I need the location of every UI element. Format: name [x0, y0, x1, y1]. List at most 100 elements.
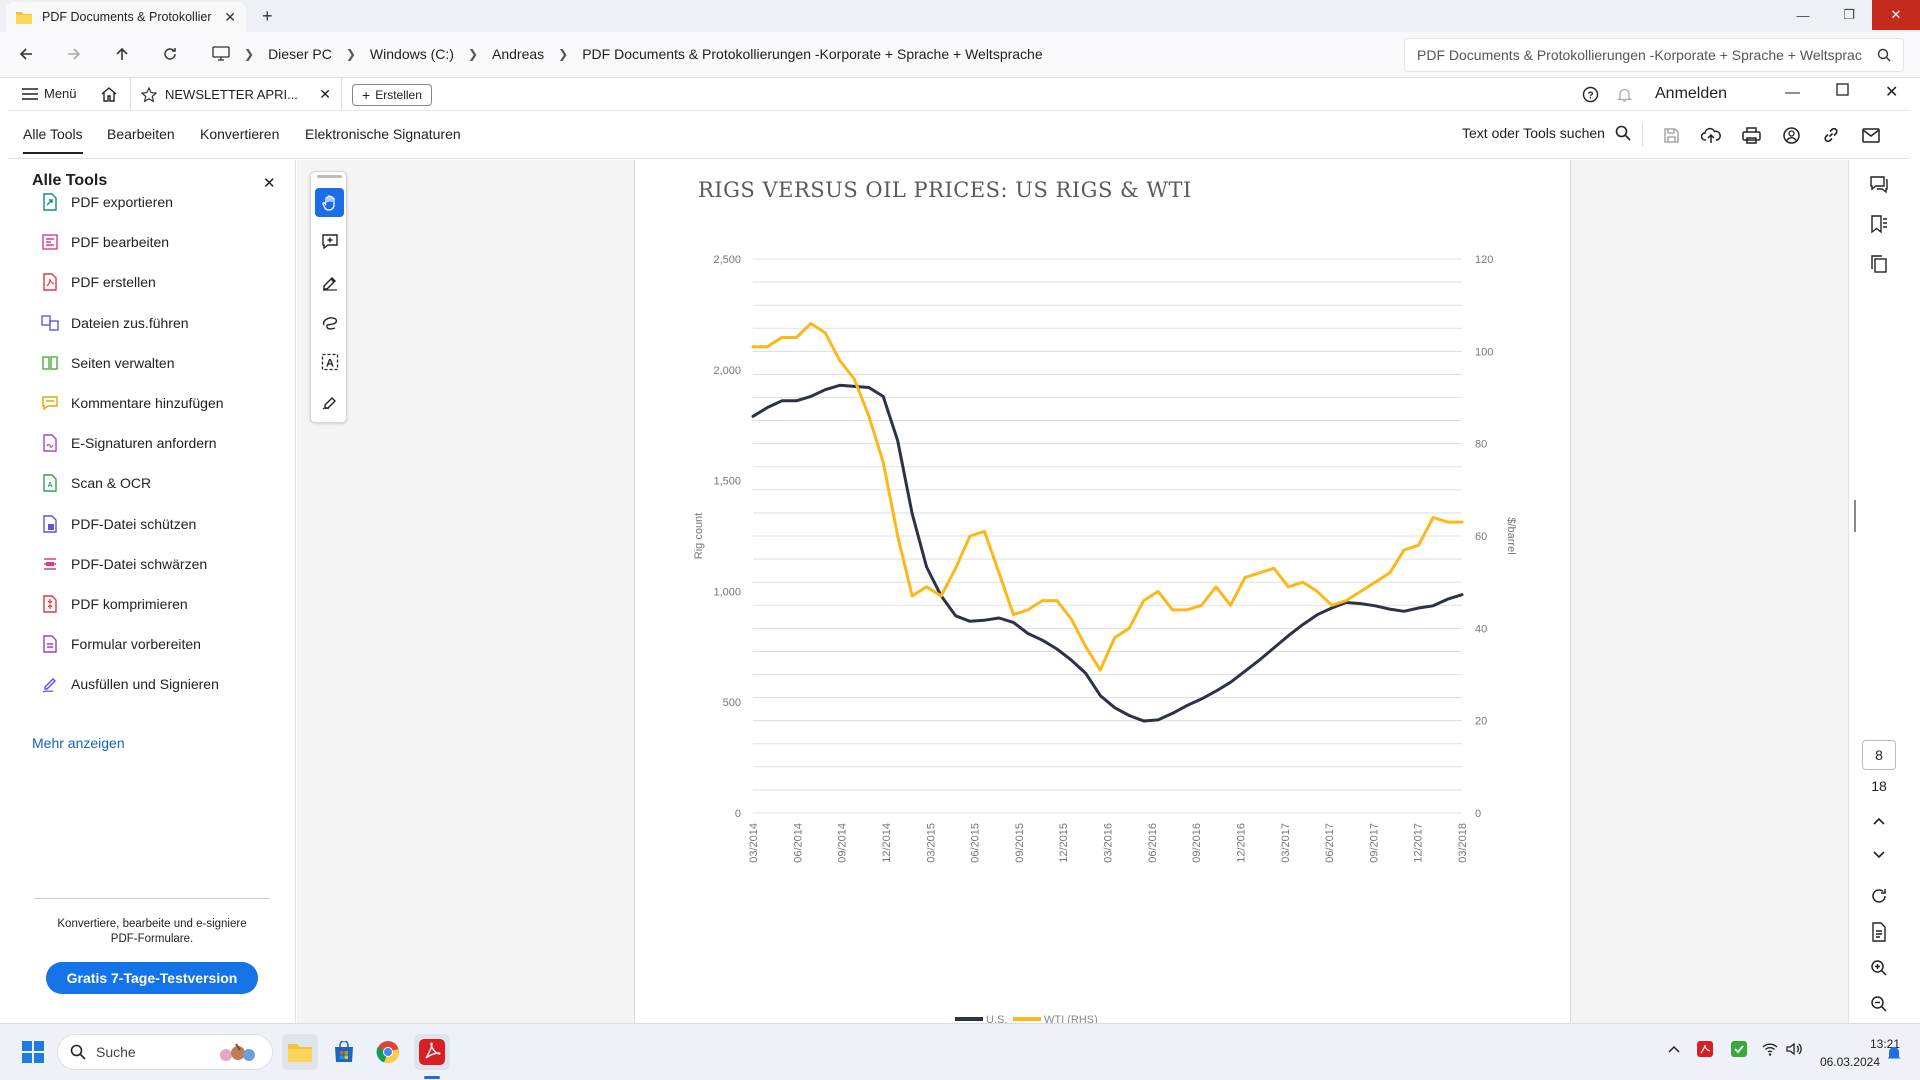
explorer-tab-bar: PDF Documents & Protokollier ✕ + ― ❐ ✕: [0, 0, 1920, 32]
tool-item[interactable]: Dateien zus.führen: [41, 308, 189, 338]
draw-tool-button[interactable]: [315, 307, 344, 336]
breadcrumb: ❯ Dieser PC ❯ Windows (C:) ❯ Andreas ❯ P…: [212, 46, 1043, 62]
explorer-tab[interactable]: PDF Documents & Protokollier ✕: [6, 2, 246, 32]
email-icon[interactable]: [1858, 122, 1884, 148]
tab-all-tools[interactable]: Alle Tools: [23, 126, 83, 154]
acrobat-title-bar: Menü NEWSLETTER APRI... ✕ + Erstellen ? …: [8, 78, 1910, 111]
chevron-right-icon: ❯: [558, 47, 569, 61]
close-tab-icon[interactable]: ✕: [224, 8, 236, 25]
page-total: 18: [1871, 778, 1887, 794]
pages-thumbnails-icon[interactable]: [1866, 251, 1892, 277]
toolbar-grip[interactable]: [317, 175, 342, 178]
tool-item[interactable]: Kommentare hinzufügen: [41, 388, 224, 418]
store-app-icon[interactable]: [326, 1034, 362, 1070]
combine-files-icon: [41, 314, 59, 332]
windows-start-icon[interactable]: [15, 1034, 51, 1070]
breadcrumb-item[interactable]: Andreas: [492, 46, 545, 62]
trial-button[interactable]: Gratis 7-Tage-Testversion: [46, 962, 258, 994]
taskbar-search[interactable]: Suche: [57, 1034, 273, 1070]
chevron-down-icon[interactable]: [1866, 842, 1892, 868]
breadcrumb-item[interactable]: PDF Documents & Protokollierungen -Korpo…: [582, 46, 1043, 62]
tool-item[interactable]: Ausfüllen und Signieren: [41, 669, 219, 699]
hand-tool-button[interactable]: [315, 188, 344, 217]
tool-item[interactable]: PDF komprimieren: [41, 589, 188, 619]
y2-tick-label: 80: [1475, 439, 1487, 451]
monitor-icon[interactable]: [212, 46, 230, 62]
acrobat-tray-icon[interactable]: [1697, 1041, 1713, 1057]
close-panel-icon[interactable]: ✕: [263, 175, 276, 192]
acrobat-minimize-icon[interactable]: ―: [1785, 84, 1800, 101]
text-select-button[interactable]: A: [315, 347, 344, 376]
scroll-indicator[interactable]: [1854, 500, 1856, 532]
clock-date[interactable]: 06.03.2024: [1819, 1055, 1880, 1069]
minimize-icon[interactable]: ―: [1796, 7, 1810, 23]
zoom-in-icon[interactable]: [1866, 955, 1892, 981]
breadcrumb-item[interactable]: Windows (C:): [369, 46, 454, 62]
rotate-icon[interactable]: [1866, 883, 1892, 909]
chevron-up-icon[interactable]: [1667, 1045, 1681, 1054]
x-tick-label: 09/2016: [1191, 823, 1203, 863]
tool-item[interactable]: PDF erstellen: [41, 267, 156, 297]
cloud-upload-icon[interactable]: [1698, 122, 1724, 148]
page-number-input[interactable]: 8: [1862, 740, 1896, 770]
tool-search[interactable]: Text oder Tools suchen: [1462, 125, 1631, 141]
back-icon[interactable]: [18, 46, 34, 62]
bell-icon[interactable]: [1616, 86, 1633, 103]
tool-item[interactable]: A Scan & OCR: [41, 468, 151, 498]
tab-convert[interactable]: Konvertieren: [200, 126, 280, 142]
bookmarks-icon[interactable]: [1866, 211, 1892, 237]
acrobat-maximize-icon[interactable]: [1836, 83, 1849, 96]
close-document-icon[interactable]: ✕: [319, 86, 331, 102]
security-tray-icon[interactable]: [1731, 1041, 1747, 1057]
tool-item[interactable]: PDF bearbeiten: [41, 227, 169, 257]
explorer-search-input[interactable]: PDF Documents & Protokollierungen -Korpo…: [1404, 38, 1904, 72]
sign-in-link[interactable]: Anmelden: [1655, 85, 1728, 102]
up-icon[interactable]: [114, 46, 130, 62]
highlight-tool-button[interactable]: [315, 267, 344, 296]
wifi-icon[interactable]: [1762, 1042, 1778, 1056]
add-comment-button[interactable]: [315, 227, 344, 256]
save-icon[interactable]: [1658, 122, 1684, 148]
y-tick-label: 500: [723, 697, 741, 709]
home-icon[interactable]: [100, 86, 118, 103]
menu-button[interactable]: Menü: [22, 86, 77, 101]
line-chart: 2,500 2,000 1,500 1,000 500 0 120 100 80 60 40 20 0 R…: [693, 178, 1517, 1023]
forward-icon[interactable]: [66, 46, 82, 62]
volume-icon[interactable]: [1786, 1042, 1802, 1056]
tool-item[interactable]: PDF exportieren: [41, 187, 173, 217]
refresh-icon[interactable]: [162, 46, 178, 62]
tab-e-signatures[interactable]: Elektronische Signaturen: [305, 126, 461, 142]
tab-edit[interactable]: Bearbeiten: [107, 126, 175, 142]
tool-item-label: Scan & OCR: [71, 475, 152, 492]
star-icon[interactable]: [141, 86, 157, 103]
tool-item[interactable]: Formular vorbereiten: [41, 629, 201, 659]
print-icon[interactable]: [1738, 122, 1764, 148]
chevron-up-icon[interactable]: [1866, 808, 1892, 834]
x-tick-label: 12/2017: [1413, 823, 1425, 863]
new-tab-icon[interactable]: +: [262, 6, 273, 26]
divider: [1642, 123, 1643, 147]
link-icon[interactable]: [1818, 122, 1844, 148]
acrobat-close-icon[interactable]: ✕: [1885, 84, 1899, 101]
chrome-app-icon[interactable]: [370, 1034, 406, 1070]
tool-item[interactable]: PDF-Datei schützen: [41, 509, 196, 539]
comments-panel-icon[interactable]: [1866, 171, 1892, 197]
zoom-out-icon[interactable]: [1866, 991, 1892, 1017]
acrobat-app-icon[interactable]: [414, 1034, 450, 1070]
tool-item[interactable]: Seiten verwalten: [41, 348, 175, 378]
breadcrumb-item[interactable]: Dieser PC: [268, 46, 332, 62]
help-icon[interactable]: ?: [1582, 86, 1599, 103]
show-more-link[interactable]: Mehr anzeigen: [32, 735, 125, 751]
fill-sign-tool-button[interactable]: [315, 387, 344, 416]
window-close-button[interactable]: ✕: [1872, 0, 1920, 30]
tool-item[interactable]: E-Signaturen anfordern: [41, 428, 217, 458]
tool-item[interactable]: PDF-Datei schwärzen: [41, 549, 207, 579]
panel-title: Alle Tools: [32, 172, 108, 189]
create-button[interactable]: + Erstellen: [352, 84, 432, 106]
file-explorer-app-icon[interactable]: [282, 1034, 318, 1070]
share-user-icon[interactable]: [1778, 122, 1804, 148]
notification-bell-icon[interactable]: [1886, 1044, 1902, 1062]
page-fit-icon[interactable]: [1866, 919, 1892, 945]
document-tab[interactable]: NEWSLETTER APRI... ✕: [130, 78, 342, 111]
restore-icon[interactable]: ❐: [1843, 7, 1855, 22]
